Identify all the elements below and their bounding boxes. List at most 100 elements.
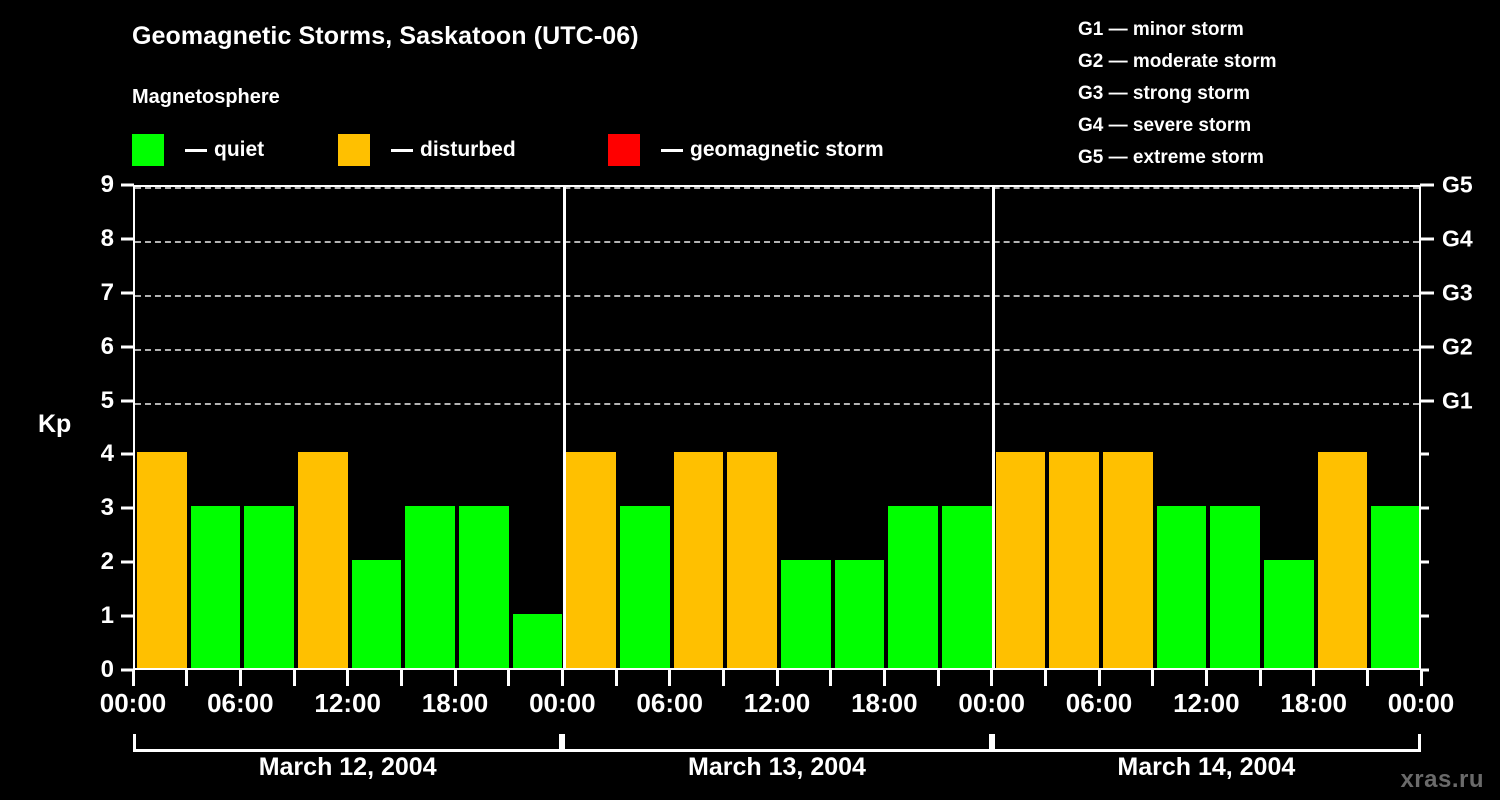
x-tick-mark — [1365, 670, 1369, 686]
bar — [1049, 452, 1099, 668]
plot-area — [133, 185, 1421, 670]
bar — [888, 506, 938, 668]
x-axis-tick-marks — [131, 670, 1423, 686]
y-tick-mark-7 — [121, 291, 134, 295]
g-axis-label-G1: G1 — [1442, 387, 1473, 414]
y-tick-label-2: 2 — [100, 548, 114, 576]
x-tick-label: 18:00 — [1280, 688, 1347, 718]
x-tick-label: 12:00 — [743, 688, 811, 718]
g-legend-row-1: G1 — minor storm — [1078, 19, 1244, 40]
g-tick-mark-G4 — [1420, 237, 1434, 241]
y-tick-mark-0 — [121, 668, 134, 672]
x-tick-mark — [614, 670, 618, 686]
g-tick-mark-G2 — [1420, 345, 1434, 349]
g-axis-minor-tick-0 — [1420, 668, 1429, 672]
day-divider — [992, 187, 996, 668]
gridline-kp-8 — [135, 240, 1419, 243]
page-title: Geomagnetic Storms, Saskatoon (UTC-06) — [132, 22, 639, 50]
y-tick-label-3: 3 — [100, 494, 114, 522]
g-legend-row-2: G2 — moderate storm — [1078, 51, 1277, 72]
y-tick-label-6: 6 — [100, 332, 114, 360]
legend-item-disturbed: disturbed — [338, 133, 516, 167]
x-tick-label: 00:00 — [958, 688, 1025, 718]
date-labels: March 12, 2004 March 13, 2004 March 14, 20… — [133, 753, 1421, 789]
x-tick-label: 00:00 — [529, 688, 596, 718]
bar — [942, 506, 992, 668]
x-tick-mark — [829, 670, 833, 686]
x-tick-mark — [936, 670, 940, 686]
bar — [1264, 560, 1314, 668]
x-tick-mark — [721, 670, 725, 686]
y-tick-label-4: 4 — [100, 440, 114, 468]
g-tick-mark-G1 — [1420, 399, 1434, 403]
y-tick-label-0: 0 — [100, 656, 114, 683]
x-tick-mark — [1419, 670, 1423, 686]
x-tick-label: 12:00 — [314, 688, 381, 718]
x-tick-mark — [292, 670, 296, 686]
bar — [459, 506, 509, 668]
g-legend-row-3: G3 — strong storm — [1078, 83, 1251, 104]
x-tick-mark — [1204, 670, 1208, 686]
x-tick-mark — [238, 670, 242, 686]
g-axis-minor-tick-2 — [1420, 560, 1429, 564]
y-tick-label-9: 9 — [100, 171, 114, 198]
x-tick-mark — [668, 670, 672, 686]
x-tick-mark — [990, 670, 994, 686]
legend-dash-icon — [661, 148, 683, 152]
g-axis-label-G5: G5 — [1442, 171, 1473, 198]
x-tick-mark — [560, 670, 564, 686]
bar — [995, 452, 1046, 668]
bar — [190, 506, 241, 668]
y-tick-label-5: 5 — [100, 386, 114, 414]
x-tick-label: 00:00 — [99, 688, 167, 718]
bar — [512, 614, 563, 668]
x-tick-label: 00:00 — [1387, 688, 1455, 718]
x-tick-mark — [1312, 670, 1316, 686]
x-tick-mark — [453, 670, 457, 686]
x-tick-label: 12:00 — [1173, 688, 1240, 718]
legend-item-quiet: quiet — [132, 133, 264, 167]
gridline-kp-9 — [135, 187, 1419, 189]
x-tick-mark — [1043, 670, 1047, 686]
bar — [1210, 506, 1260, 668]
bar — [351, 560, 402, 668]
date-bracket — [133, 734, 563, 752]
y-tick-mark-2 — [121, 560, 134, 564]
g-tick-mark-G5 — [1420, 183, 1434, 187]
magnetosphere-section-label: Magnetosphere — [132, 86, 280, 108]
legend-dash-icon — [391, 148, 413, 152]
g-legend-row-5: G5 — extreme storm — [1078, 147, 1264, 168]
bar — [298, 452, 348, 668]
y-axis-tick-marks — [121, 183, 134, 672]
y-tick-mark-4 — [121, 452, 134, 456]
y-axis-tick-labels: 0 1 2 3 4 5 6 7 8 9 — [82, 171, 114, 683]
x-tick-mark — [185, 670, 189, 686]
legend-dash-icon — [185, 148, 207, 152]
x-tick-label: 18:00 — [421, 688, 489, 718]
bar — [1156, 506, 1207, 668]
y-tick-mark-3 — [121, 506, 134, 510]
legend-label: quiet — [214, 138, 265, 161]
legend-item-geomagnetic-storm: geomagnetic storm — [608, 133, 884, 167]
g-axis-tick-marks — [1420, 183, 1434, 672]
watermark: xras.ru — [1400, 766, 1484, 793]
g-axis-label-G3: G3 — [1442, 279, 1473, 306]
gridline-kp-5 — [135, 402, 1419, 405]
date-label: March 13, 2004 — [688, 753, 866, 781]
x-tick-mark — [399, 670, 403, 686]
x-tick-mark — [1258, 670, 1262, 686]
x-tick-mark — [1151, 670, 1155, 686]
x-tick-mark — [346, 670, 350, 686]
day-divider — [562, 187, 566, 668]
legend-label: disturbed — [420, 138, 516, 161]
y-tick-mark-9 — [121, 183, 134, 187]
y-axis-title: Kp — [38, 410, 72, 438]
bar — [405, 506, 455, 668]
plot-inner — [135, 187, 1419, 668]
date-bracket — [562, 734, 992, 752]
y-tick-mark-5 — [121, 399, 134, 403]
bar — [1103, 452, 1153, 668]
x-tick-label: 06:00 — [207, 688, 274, 718]
g-axis-label-G2: G2 — [1442, 333, 1473, 360]
gridline-kp-7 — [135, 294, 1419, 297]
